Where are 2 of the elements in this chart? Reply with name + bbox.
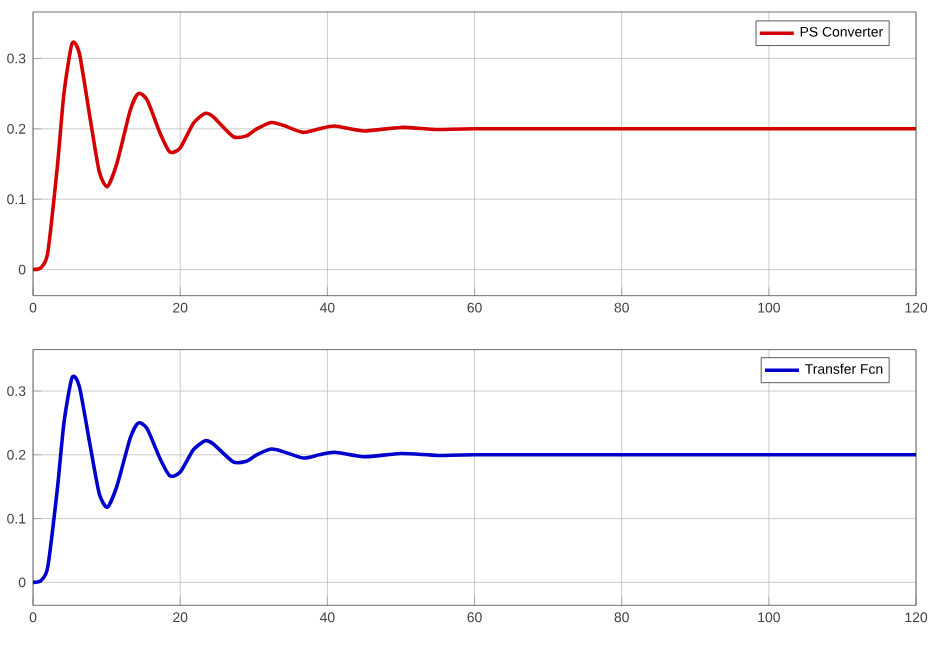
line-series <box>33 41 917 272</box>
line-series <box>33 374 917 585</box>
